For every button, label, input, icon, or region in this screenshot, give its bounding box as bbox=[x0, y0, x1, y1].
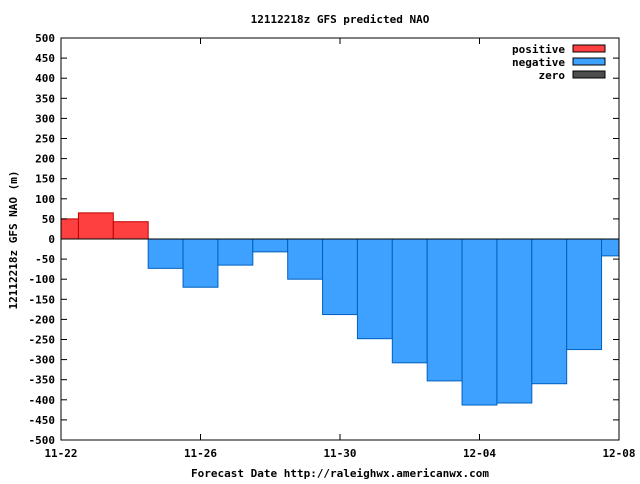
y-tick-label: 400 bbox=[35, 72, 55, 85]
bar-6 bbox=[252, 238, 289, 253]
bar-0 bbox=[60, 218, 79, 240]
bar-15 bbox=[566, 238, 603, 351]
y-tick-label: 300 bbox=[35, 112, 55, 125]
x-tick-label: 11-30 bbox=[323, 447, 356, 460]
y-tick-label: 0 bbox=[48, 233, 55, 246]
bar-12 bbox=[461, 238, 498, 406]
bar-13 bbox=[496, 238, 533, 404]
bar-5 bbox=[217, 238, 254, 266]
legend-label-negative: negative bbox=[512, 56, 565, 69]
bar-9 bbox=[356, 238, 393, 340]
y-tick-label: -350 bbox=[29, 374, 56, 387]
legend-swatch-zero bbox=[572, 70, 606, 79]
bar-14 bbox=[531, 238, 568, 385]
bars-layer bbox=[60, 212, 620, 406]
bar-2 bbox=[112, 221, 149, 240]
y-tick-label: 200 bbox=[35, 153, 55, 166]
bar-1 bbox=[77, 212, 114, 240]
y-tick-label: -50 bbox=[35, 253, 55, 266]
legend-label-positive: positive bbox=[512, 43, 565, 56]
y-tick-label: -150 bbox=[29, 293, 56, 306]
bar-4 bbox=[182, 238, 219, 288]
y-tick-label: -300 bbox=[29, 354, 56, 367]
x-tick-label: 11-22 bbox=[44, 447, 77, 460]
legend-swatch-positive bbox=[572, 44, 606, 53]
legend-swatch-negative bbox=[572, 57, 606, 66]
x-tick-label: 11-26 bbox=[184, 447, 217, 460]
y-tick-label: 450 bbox=[35, 52, 55, 65]
x-tick-label: 12-08 bbox=[602, 447, 635, 460]
y-tick-label: 350 bbox=[35, 92, 55, 105]
y-tick-label: 500 bbox=[35, 32, 55, 45]
y-tick-label: 50 bbox=[42, 213, 55, 226]
y-tick-label: -200 bbox=[29, 313, 56, 326]
axes-layer: 500450400350300250200150100500-50-100-15… bbox=[29, 32, 636, 460]
y-tick-label: -250 bbox=[29, 334, 56, 347]
bar-3 bbox=[147, 238, 184, 269]
bar-16 bbox=[601, 238, 620, 257]
bar-10 bbox=[391, 238, 428, 364]
y-tick-label: -450 bbox=[29, 414, 56, 427]
y-tick-label: -100 bbox=[29, 273, 56, 286]
y-tick-label: 100 bbox=[35, 193, 55, 206]
bar-7 bbox=[287, 238, 324, 280]
y-tick-label: 150 bbox=[35, 173, 55, 186]
x-axis-label: Forecast Date http://raleighwx.americanw… bbox=[191, 467, 489, 480]
bar-11 bbox=[426, 238, 463, 382]
y-axis-label: 12112218z GFS NAO (m) bbox=[7, 170, 20, 309]
y-tick-label: -400 bbox=[29, 394, 56, 407]
x-tick-label: 12-04 bbox=[463, 447, 496, 460]
y-tick-label: -500 bbox=[29, 434, 56, 447]
legend-label-zero: zero bbox=[539, 69, 566, 82]
chart-title: 12112218z GFS predicted NAO bbox=[251, 13, 430, 26]
y-tick-label: 250 bbox=[35, 133, 55, 146]
bar-8 bbox=[322, 238, 358, 316]
